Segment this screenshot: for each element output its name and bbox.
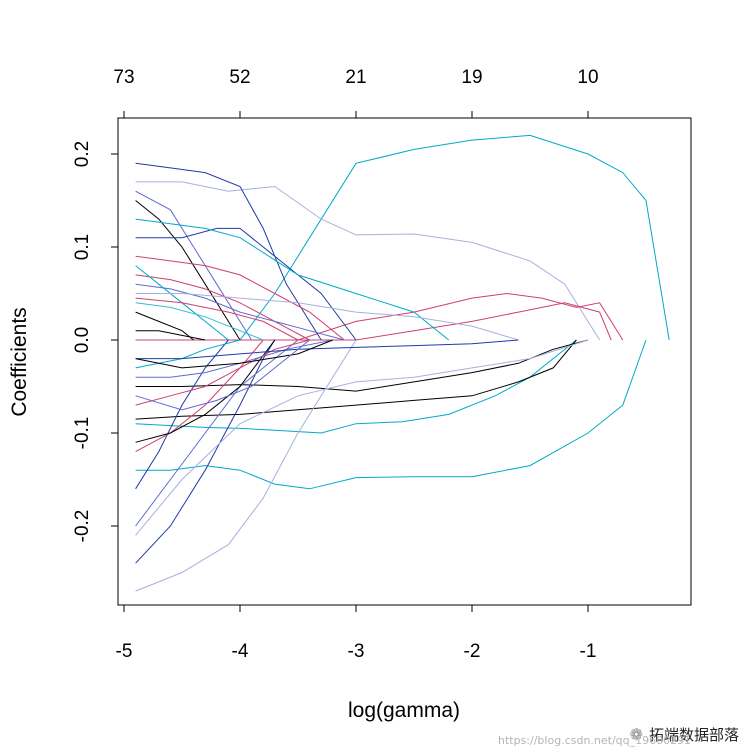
x-tick-label: -3 (348, 641, 365, 662)
y-tick-label: -0.2 (72, 510, 93, 543)
x-tick-label: -4 (232, 641, 249, 662)
coefficient-path-21 (135, 339, 357, 592)
top-tick-label: 10 (577, 67, 598, 88)
y-axis-title: Coefficients (8, 307, 31, 416)
coefficient-path-16 (135, 283, 345, 341)
coefficient-path-34 (135, 297, 299, 341)
coefficient-path-19 (135, 293, 519, 341)
coefficient-path-8 (135, 302, 612, 341)
x-tick-label: -2 (464, 641, 481, 662)
x-axis-title: log(gamma) (348, 699, 460, 722)
axis-layer: -5 -4 -3 -2 -1 73 52 21 19 10 -0.2 -0.1 0.0 0.1 0.2 (72, 67, 599, 662)
y-tick-label: 0.1 (72, 234, 93, 260)
watermark-url: https://blog.csdn.net/qq_19600291 (498, 734, 692, 747)
coefficient-path-11 (135, 200, 241, 341)
coefficient-path-14 (135, 255, 345, 341)
series-layer (135, 134, 670, 592)
coefficient-path-15 (135, 274, 310, 341)
coefficient-path-3 (135, 181, 601, 341)
coefficient-path-5 (135, 339, 577, 420)
coefficient-path-35 (135, 330, 206, 341)
top-tick-label: 73 (113, 67, 134, 88)
y-tick-label: -0.1 (72, 417, 93, 450)
coefficient-path-18 (135, 311, 194, 341)
coefficient-path-25 (135, 339, 276, 443)
coefficient-path-4 (135, 339, 577, 434)
coefficient-path-27 (135, 339, 333, 378)
coefficient-path-33 (135, 302, 264, 341)
coefficient-path-23 (135, 339, 229, 490)
x-tick-label: -5 (116, 641, 133, 662)
coefficient-path-30 (135, 339, 519, 360)
coefficient-path-24 (135, 339, 264, 453)
top-tick-label: 19 (461, 67, 482, 88)
coefficient-path-26 (135, 339, 310, 406)
watermark-label: 拓端数据部落 (648, 726, 739, 744)
coefficient-path-32 (135, 339, 310, 411)
wechat-icon: ❁ (629, 725, 643, 744)
coefficient-path-9 (135, 162, 322, 341)
watermark: ❁ 拓端数据部落 (630, 724, 739, 745)
top-tick-label: 21 (345, 67, 366, 88)
coefficient-path-29 (135, 339, 589, 536)
coefficient-path-22 (135, 339, 299, 527)
coefficient-path-31 (135, 339, 333, 369)
coefficient-path-12 (135, 227, 357, 341)
y-tick-label: 0.0 (72, 327, 93, 353)
top-tick-label: 52 (229, 67, 250, 88)
y-tick-label: 0.2 (72, 141, 93, 167)
x-tick-label: -1 (580, 641, 597, 662)
coefficient-path-2 (135, 339, 647, 490)
coefficient-path-13 (135, 218, 450, 341)
